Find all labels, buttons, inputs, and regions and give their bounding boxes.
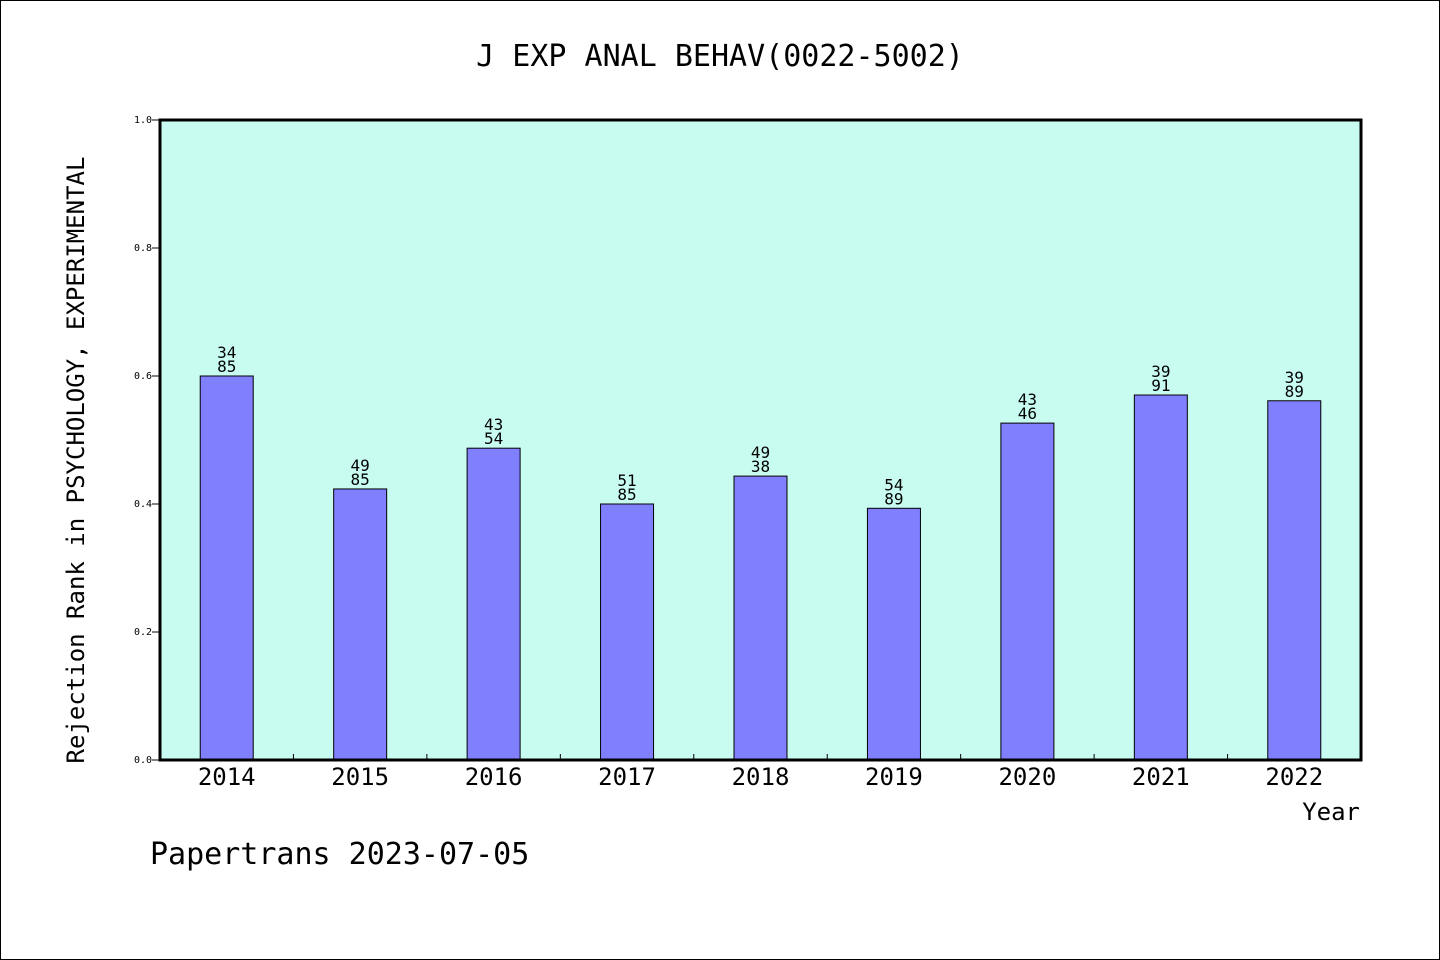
bar: [600, 503, 655, 761]
bar-data-label: 39: [1285, 368, 1304, 387]
bar-data-label: 89: [884, 489, 903, 508]
y-tick-label: 0.8: [134, 243, 152, 254]
bar-data-label: 43: [484, 415, 503, 434]
bar-data-label: 49: [351, 456, 370, 475]
bar: [466, 447, 521, 761]
chart-title: J EXP ANAL BEHAV(0022-5002): [476, 39, 964, 74]
plot-border: [158, 118, 1363, 762]
bars-group: [199, 375, 1322, 761]
y-tick-label: 0.2: [134, 627, 152, 638]
bar-data-label: 89: [1285, 382, 1304, 401]
bar-data-label: 34: [217, 343, 236, 362]
bar: [1133, 394, 1188, 761]
bar-data-label: 54: [484, 429, 503, 448]
y-axis: 0.0 0.2 0.4 0.6 0.8 1.0: [134, 115, 160, 766]
bar-data-label: 85: [617, 485, 636, 504]
x-tick-label: 2018: [732, 763, 790, 791]
y-tick-label: 1.0: [134, 115, 152, 126]
x-tick-label: 2014: [198, 763, 256, 791]
x-axis: 2014 2015 2016 2017 2018 2019 2020 2021 2022: [198, 754, 1323, 791]
bar: [1000, 422, 1055, 761]
y-axis-label: Rejection Rank in PSYCHOLOGY, EXPERIMENT…: [62, 157, 90, 764]
x-tick-label: 2022: [1265, 763, 1323, 791]
bar: [333, 488, 388, 761]
y-tick-label: 0.0: [134, 755, 152, 766]
x-tick-label: 2019: [865, 763, 923, 791]
bar: [866, 507, 921, 761]
x-tick-label: 2017: [598, 763, 656, 791]
x-tick-label: 2020: [998, 763, 1056, 791]
bar-data-label: 85: [351, 470, 370, 489]
x-tick-label: 2021: [1132, 763, 1190, 791]
bar-data-label: 39: [1151, 362, 1170, 381]
bar-data-label: 91: [1151, 376, 1170, 395]
x-tick-label: 2016: [465, 763, 523, 791]
bar-data-label: 51: [617, 471, 636, 490]
bar-data-label: 43: [1018, 390, 1037, 409]
bar-data-label: 38: [751, 457, 770, 476]
bar-data-label: 46: [1018, 404, 1037, 423]
x-axis-label: Year: [1302, 798, 1360, 826]
y-tick-label: 0.4: [134, 499, 152, 510]
bar-data-label: 85: [217, 357, 236, 376]
y-tick-label: 0.6: [134, 371, 152, 382]
x-tick-label: 2015: [331, 763, 389, 791]
footer-credit: Papertrans 2023-07-05: [150, 837, 529, 872]
bar: [733, 475, 788, 761]
bar-data-label: 49: [751, 443, 770, 462]
bar: [199, 375, 254, 761]
bar-data-label: 54: [884, 475, 903, 494]
bar: [1267, 400, 1322, 761]
